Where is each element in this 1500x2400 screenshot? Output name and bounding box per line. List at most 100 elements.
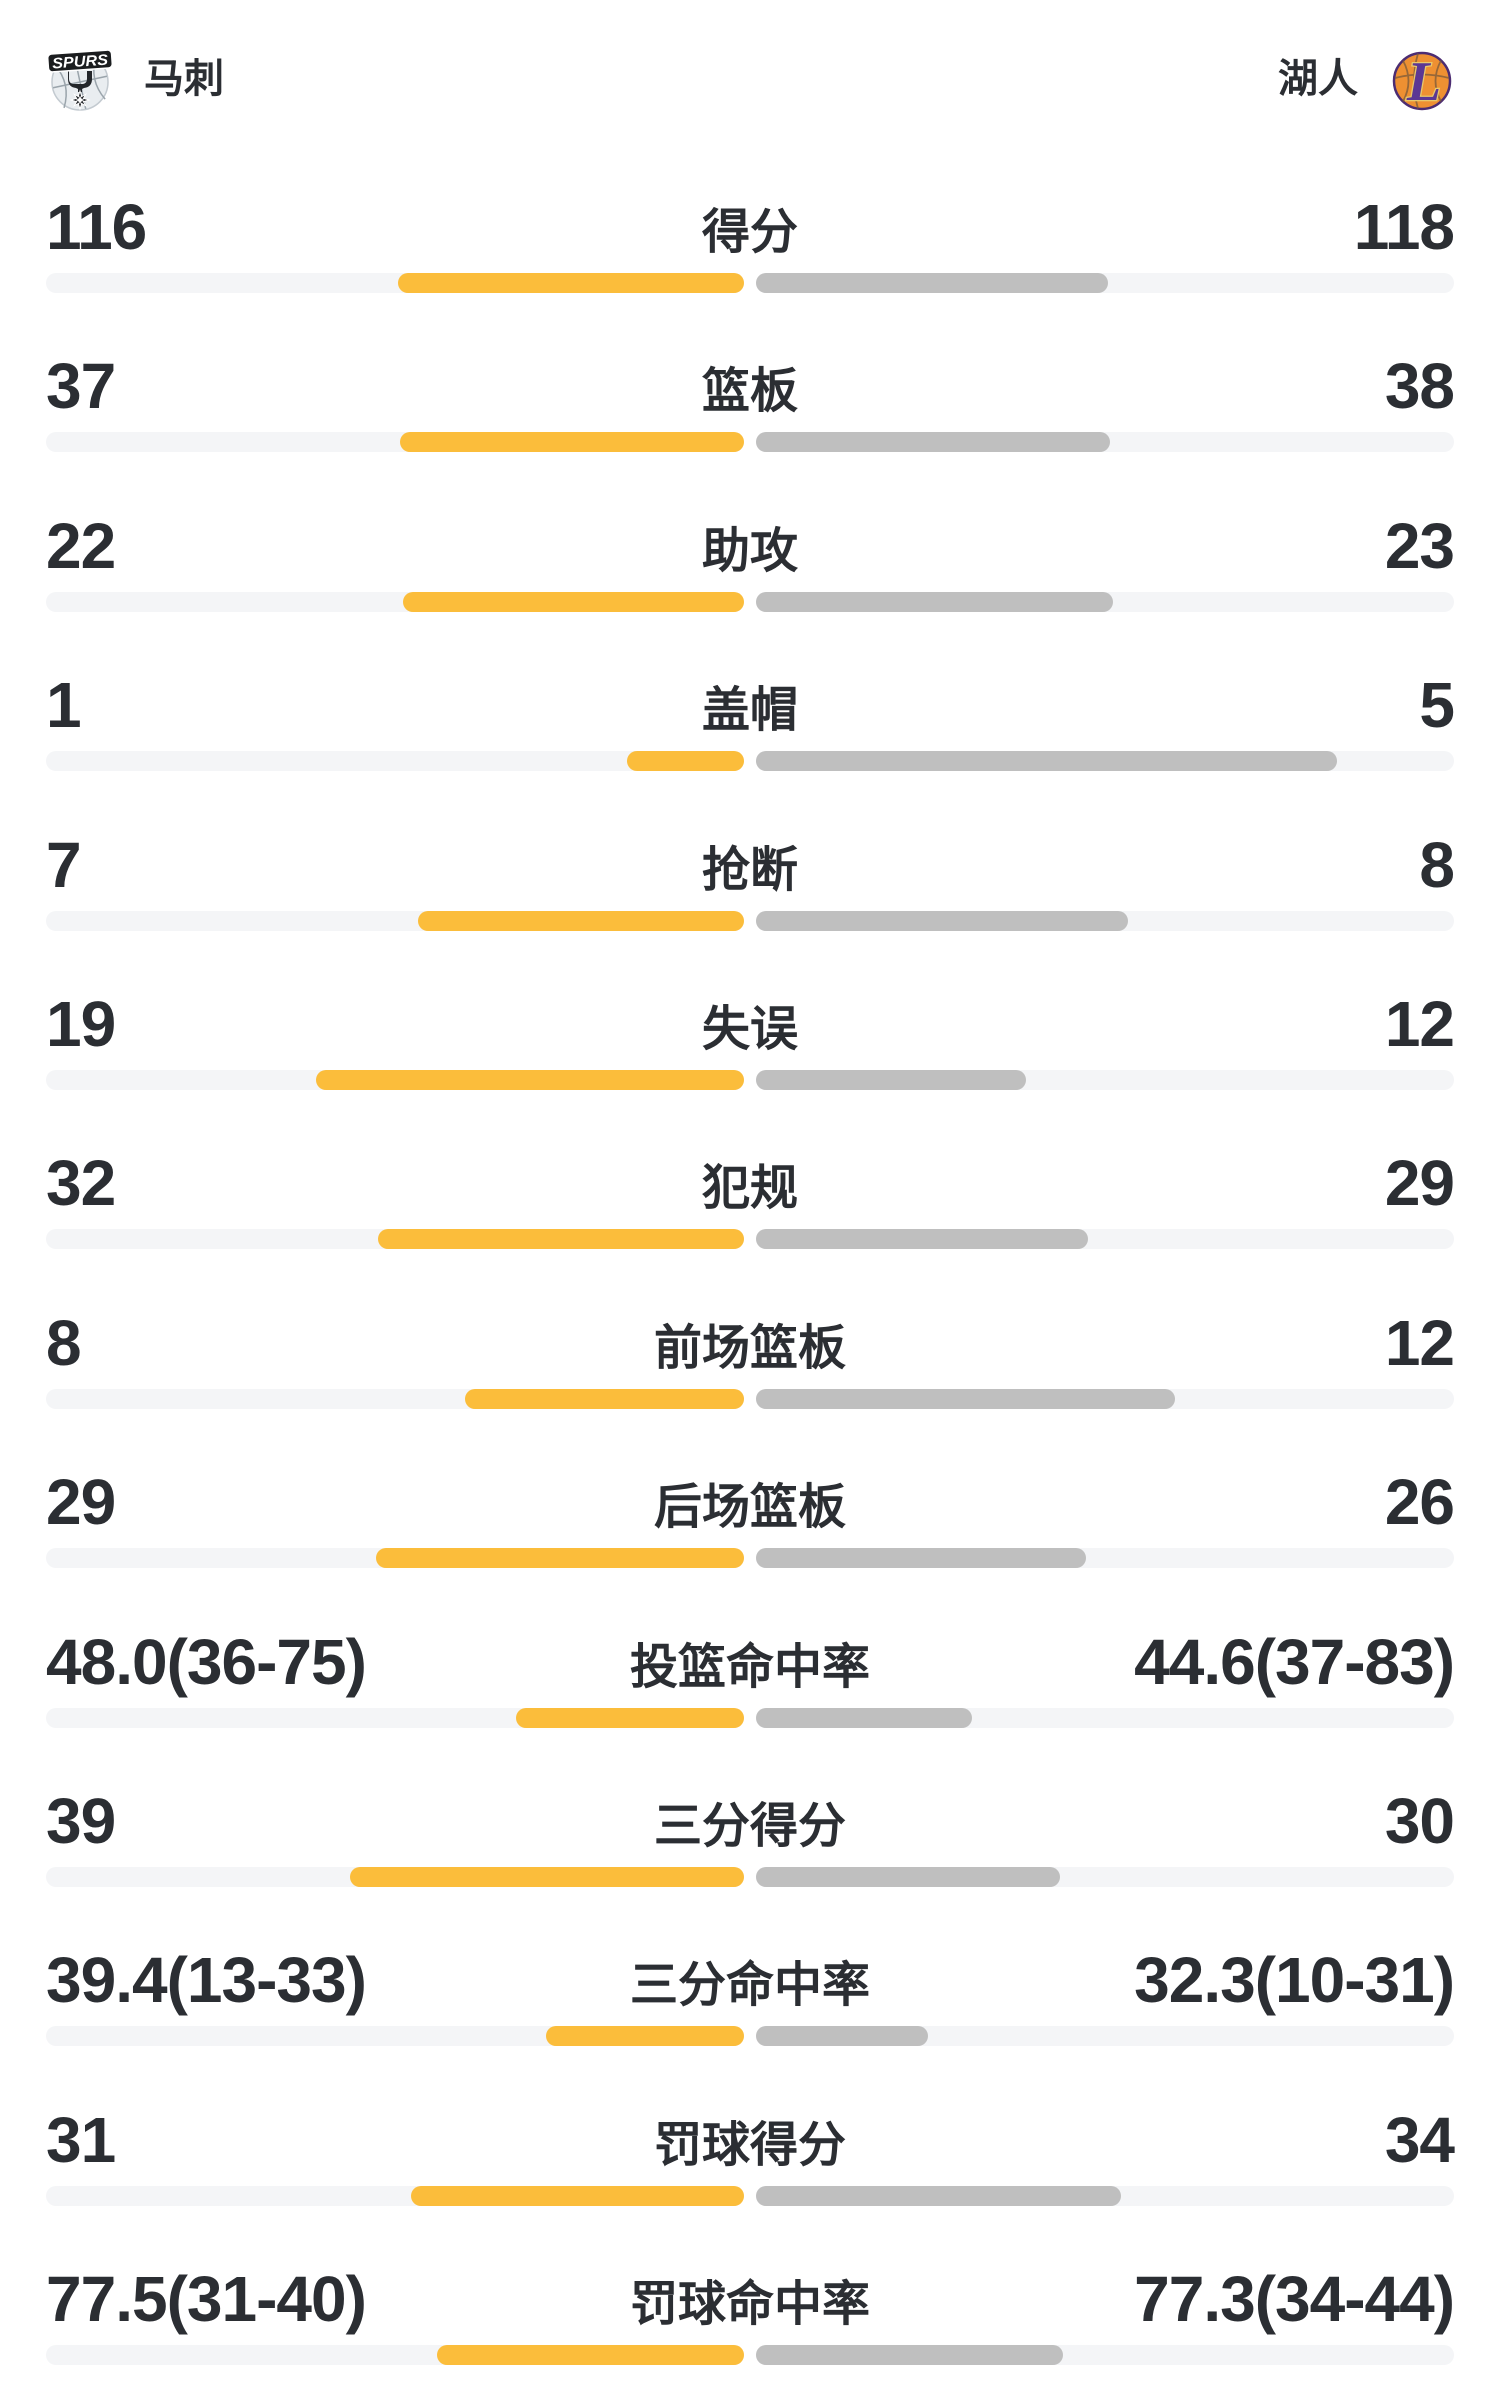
stat-bar-left-track xyxy=(46,2026,744,2047)
stat-bars xyxy=(46,1069,1454,1090)
stat-bar-left-track xyxy=(46,1548,744,1569)
stat-row: 77.5(31-40) 罚球命中率 77.3(34-44) xyxy=(0,2265,1500,2400)
stat-right-value: 118 xyxy=(1353,191,1455,263)
stat-values-line: 29 后场篮板 26 xyxy=(46,1466,1455,1539)
stat-label: 犯规 xyxy=(701,1162,799,1216)
stat-bar-right-fill xyxy=(756,591,1113,612)
stat-right-value: 5 xyxy=(1419,669,1455,742)
stat-bar-left-fill xyxy=(376,1548,744,1569)
stat-bar-left-track xyxy=(46,1069,744,1090)
stat-label: 后场篮板 xyxy=(653,1481,847,1535)
stat-bar-right-track xyxy=(756,2185,1454,2206)
stat-bar-left-fill xyxy=(411,2185,744,2206)
stat-bar-left-fill xyxy=(418,910,744,931)
stat-label: 投篮命中率 xyxy=(629,1640,871,1694)
stat-bar-right-fill xyxy=(756,751,1338,772)
stat-bar-left-fill xyxy=(377,1229,744,1250)
stat-label: 罚球得分 xyxy=(653,2118,847,2172)
stat-label: 三分得分 xyxy=(653,1799,847,1853)
stat-bar-right-track xyxy=(756,1548,1454,1569)
stat-label: 篮板 xyxy=(701,365,799,419)
stat-values-line: 39.4(13-33) 三分命中率 32.3(10-31) xyxy=(46,1944,1455,2017)
stat-bar-right-fill xyxy=(756,1866,1060,1887)
stat-values-line: 48.0(36-75) 投篮命中率 44.6(37-83) xyxy=(46,1625,1455,1698)
stat-values-line: 8 前场篮板 12 xyxy=(46,1306,1455,1379)
stat-left-value: 19 xyxy=(46,987,116,1060)
stat-row: 116 得分 118 xyxy=(0,193,1500,352)
team-left[interactable]: SPURS 马刺 xyxy=(46,45,224,113)
stat-bars xyxy=(46,273,1454,293)
stat-bar-right-fill xyxy=(756,432,1110,453)
stat-bars xyxy=(46,1548,1454,1569)
stat-bar-left-fill xyxy=(436,2345,744,2366)
stat-label: 罚球命中率 xyxy=(629,2278,871,2332)
team-left-name: 马刺 xyxy=(144,57,224,101)
stat-label: 前场篮板 xyxy=(653,1321,847,1375)
stat-bar-left-fill xyxy=(516,1707,744,1728)
stat-bar-right-track xyxy=(756,273,1454,293)
stat-left-value: 31 xyxy=(46,2103,116,2176)
stat-bar-left-track xyxy=(46,432,744,453)
stat-right-value: 12 xyxy=(1384,987,1455,1060)
stat-values-line: 37 篮板 38 xyxy=(46,350,1455,423)
spurs-logo-icon: SPURS xyxy=(46,45,114,113)
stat-left-value: 39.4(13-33) xyxy=(46,1944,367,2017)
stat-right-value: 32.3(10-31) xyxy=(1134,1944,1455,2017)
stat-values-line: 22 助攻 23 xyxy=(46,509,1455,582)
stat-label: 三分命中率 xyxy=(629,1959,871,2013)
stat-row: 29 后场篮板 26 xyxy=(0,1468,1500,1627)
stat-bar-right-track xyxy=(756,1707,1454,1728)
stat-right-value: 38 xyxy=(1384,350,1455,423)
team-right[interactable]: 湖人 L xyxy=(1278,45,1456,113)
stat-bar-right-track xyxy=(756,1388,1454,1409)
stat-bar-right-track xyxy=(756,1866,1454,1887)
stat-bar-right-fill xyxy=(756,1548,1087,1569)
stat-bar-right-track xyxy=(756,432,1454,453)
stat-right-value: 77.3(34-44) xyxy=(1134,2263,1455,2336)
stat-values-line: 32 犯规 29 xyxy=(46,1147,1455,1220)
stat-label: 盖帽 xyxy=(701,684,799,738)
stat-right-value: 23 xyxy=(1384,509,1455,582)
stat-left-value: 48.0(36-75) xyxy=(46,1625,367,1698)
stat-bar-left-track xyxy=(46,1866,744,1887)
stat-left-value: 29 xyxy=(46,1466,116,1539)
stat-bar-left-track xyxy=(46,910,744,931)
stats-list: 116 得分 118 37 篮板 38 xyxy=(0,114,1500,2400)
stat-bar-left-fill xyxy=(545,2026,744,2047)
stat-left-value: 37 xyxy=(46,350,116,423)
stat-bar-left-track xyxy=(46,1229,744,1250)
stat-right-value: 29 xyxy=(1384,1147,1455,1220)
stat-bar-left-fill xyxy=(464,1388,744,1409)
stat-row: 31 罚球得分 34 xyxy=(0,2106,1500,2265)
stat-bars xyxy=(46,910,1454,931)
stat-row: 19 失误 12 xyxy=(0,990,1500,1149)
stat-bars xyxy=(46,591,1454,612)
stat-bars xyxy=(46,2345,1454,2366)
stat-right-value: 8 xyxy=(1419,828,1455,901)
stat-row: 39.4(13-33) 三分命中率 32.3(10-31) xyxy=(0,1946,1500,2105)
stat-left-value: 1 xyxy=(46,669,82,742)
stat-bars xyxy=(46,432,1454,453)
stat-row: 1 盖帽 5 xyxy=(0,671,1500,830)
stat-bar-left-track xyxy=(46,1388,744,1409)
stat-left-value: 77.5(31-40) xyxy=(46,2263,367,2336)
stat-right-value: 30 xyxy=(1384,1784,1455,1857)
stat-right-value: 44.6(37-83) xyxy=(1134,1625,1455,1698)
stat-bar-right-track xyxy=(756,1229,1454,1250)
stat-row: 37 篮板 38 xyxy=(0,352,1500,511)
stat-values-line: 39 三分得分 30 xyxy=(46,1784,1455,1857)
stat-row: 22 助攻 23 xyxy=(0,512,1500,671)
stat-bar-right-fill xyxy=(756,910,1129,931)
stat-label: 助攻 xyxy=(701,524,799,578)
stat-left-value: 39 xyxy=(46,1784,116,1857)
stat-bar-left-track xyxy=(46,591,744,612)
stat-bar-right-fill xyxy=(756,1388,1175,1409)
stat-left-value: 116 xyxy=(46,191,147,263)
stat-bars xyxy=(46,2185,1454,2206)
stat-right-value: 12 xyxy=(1384,1306,1455,1379)
svg-text:L: L xyxy=(1406,51,1441,113)
stat-bar-left-fill xyxy=(399,432,744,453)
stat-bar-right-fill xyxy=(756,2026,929,2047)
stat-bars xyxy=(46,1707,1454,1728)
